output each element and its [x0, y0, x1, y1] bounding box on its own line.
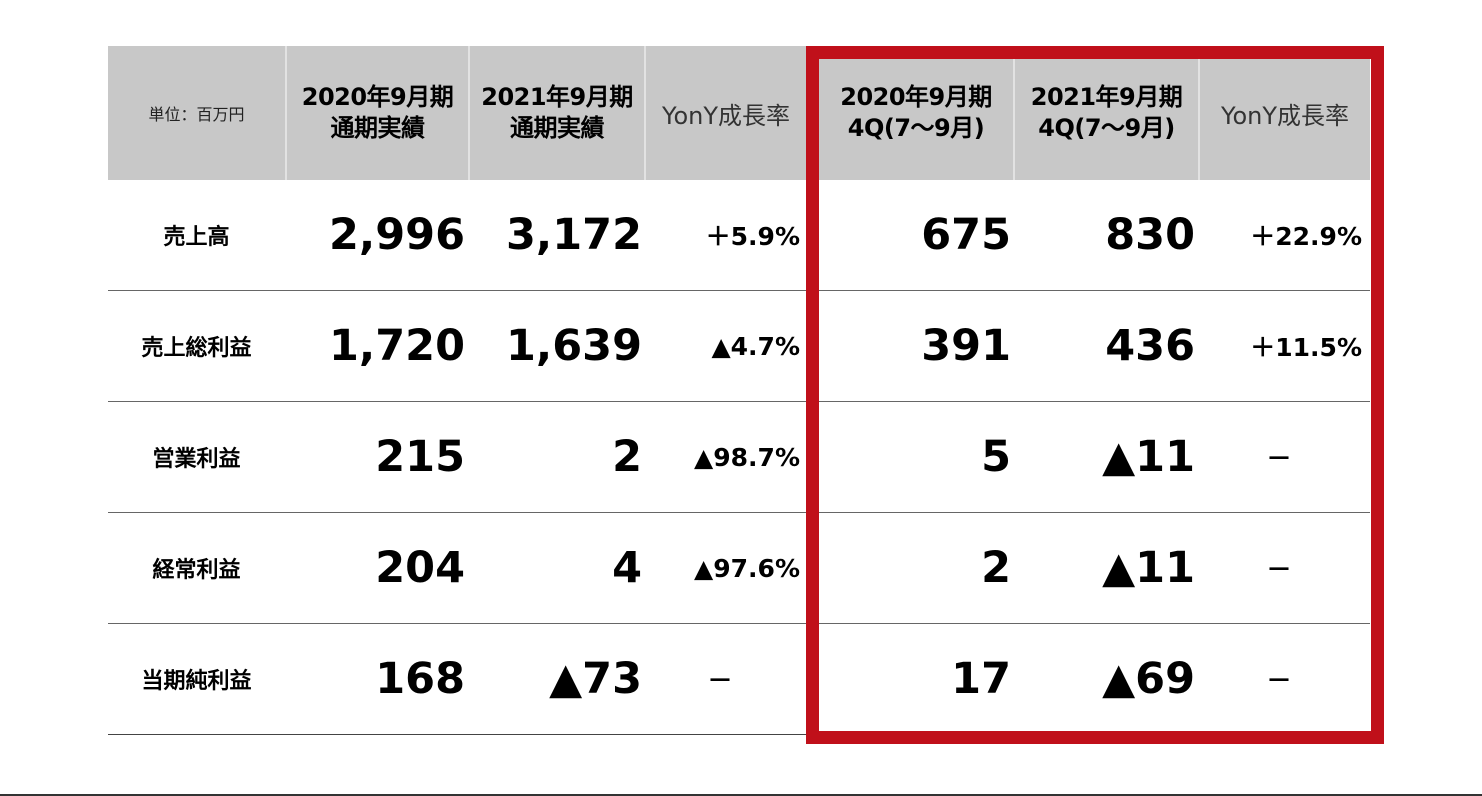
header-fy2020-line2: 通期実績 [330, 114, 426, 142]
q4-2020-value: 5 [981, 432, 1011, 482]
table-row: 営業利益 215 2 ▲98.7% 5 ▲11 － [108, 402, 1370, 513]
fy-growth-value: － [707, 666, 733, 695]
q4-growth-value: － [1266, 444, 1292, 473]
q4-growth-value: － [1266, 555, 1292, 584]
fy2021-value: 3,172 [505, 210, 642, 260]
fy-growth-value: ▲98.7% [694, 442, 800, 472]
fy2020-value: 2,996 [328, 210, 465, 260]
fy2020-value: 215 [375, 432, 465, 482]
unit-label: 単位：百万円 [148, 105, 245, 124]
q4-2020-value: 2 [981, 543, 1011, 593]
fy2021-value: ▲73 [549, 654, 642, 704]
table-row: 経常利益 204 4 ▲97.6% 2 ▲11 － [108, 513, 1370, 624]
row-label: 営業利益 [152, 447, 241, 472]
header-fy-growth: YonY成長率 [644, 46, 806, 180]
header-q4-2021: 2021年9月期 4Q(7～9月) [1013, 46, 1198, 180]
q4-2020-value: 17 [951, 654, 1011, 704]
table-row: 売上高 2,996 3,172 ＋5.9% 675 830 ＋22.9% [108, 180, 1370, 291]
header-fy2021: 2021年9月期 通期実績 [468, 46, 644, 180]
header-q4-2021-line2: 4Q(7～9月) [1038, 114, 1175, 142]
fy-growth-value: ＋5.9% [705, 222, 800, 251]
header-fy2021-line2: 通期実績 [510, 114, 605, 142]
header-fy2020-line1: 2020年9月期 [301, 83, 454, 111]
fy2021-value: 4 [612, 543, 642, 593]
q4-growth-value: ＋22.9% [1250, 222, 1362, 251]
row-label: 売上総利益 [141, 336, 252, 361]
header-q4-growth: YonY成長率 [1198, 46, 1370, 180]
fy2020-value: 1,720 [328, 321, 465, 371]
q4-2020-value: 391 [921, 321, 1011, 371]
fy2021-value: 1,639 [505, 321, 642, 371]
table-row: 売上総利益 1,720 1,639 ▲4.7% 391 436 ＋11.5% [108, 291, 1370, 402]
table-header: 単位：百万円 2020年9月期 通期実績 2021年9月期 通期実績 YonY成… [108, 46, 1370, 180]
row-label: 売上高 [163, 225, 230, 250]
header-q4-2020-line1: 2020年9月期 [840, 83, 992, 111]
header-fy2020: 2020年9月期 通期実績 [285, 46, 468, 180]
fy2021-value: 2 [612, 432, 642, 482]
q4-growth-value: － [1266, 666, 1292, 695]
q4-2021-value: ▲11 [1102, 543, 1195, 593]
header-q4-2021-line1: 2021年9月期 [1030, 83, 1183, 111]
unit-header: 単位：百万円 [108, 46, 285, 180]
bottom-divider [0, 794, 1482, 796]
header-q4-2020: 2020年9月期 4Q(7～9月) [819, 46, 1013, 180]
q4-growth-value: ＋11.5% [1250, 333, 1362, 362]
row-label: 経常利益 [152, 558, 241, 583]
fy2020-value: 204 [375, 543, 465, 593]
q4-2021-value: ▲69 [1102, 654, 1195, 704]
fy2020-value: 168 [375, 654, 465, 704]
q4-2021-value: 830 [1105, 210, 1195, 260]
header-fy-growth-label: YonY成長率 [661, 101, 791, 130]
q4-2020-value: 675 [921, 210, 1011, 260]
fy-growth-value: ▲4.7% [711, 331, 800, 361]
q4-2021-value: ▲11 [1102, 432, 1195, 482]
table-row: 当期純利益 168 ▲73 － 17 ▲69 － [108, 624, 1370, 735]
header-q4-2020-line2: 4Q(7～9月) [847, 114, 985, 142]
fy-growth-value: ▲97.6% [694, 553, 800, 583]
row-label: 当期純利益 [141, 669, 252, 694]
q4-2021-value: 436 [1105, 321, 1195, 371]
header-fy2021-line1: 2021年9月期 [481, 83, 633, 111]
header-q4-growth-label: YonY成長率 [1220, 101, 1350, 130]
